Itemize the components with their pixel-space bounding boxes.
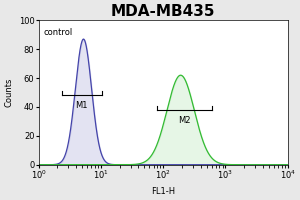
X-axis label: FL1-H: FL1-H: [151, 187, 175, 196]
Text: control: control: [44, 28, 73, 37]
Y-axis label: Counts: Counts: [4, 78, 13, 107]
Text: M1: M1: [75, 101, 87, 110]
Title: MDA-MB435: MDA-MB435: [111, 4, 215, 19]
Text: M2: M2: [178, 116, 190, 125]
